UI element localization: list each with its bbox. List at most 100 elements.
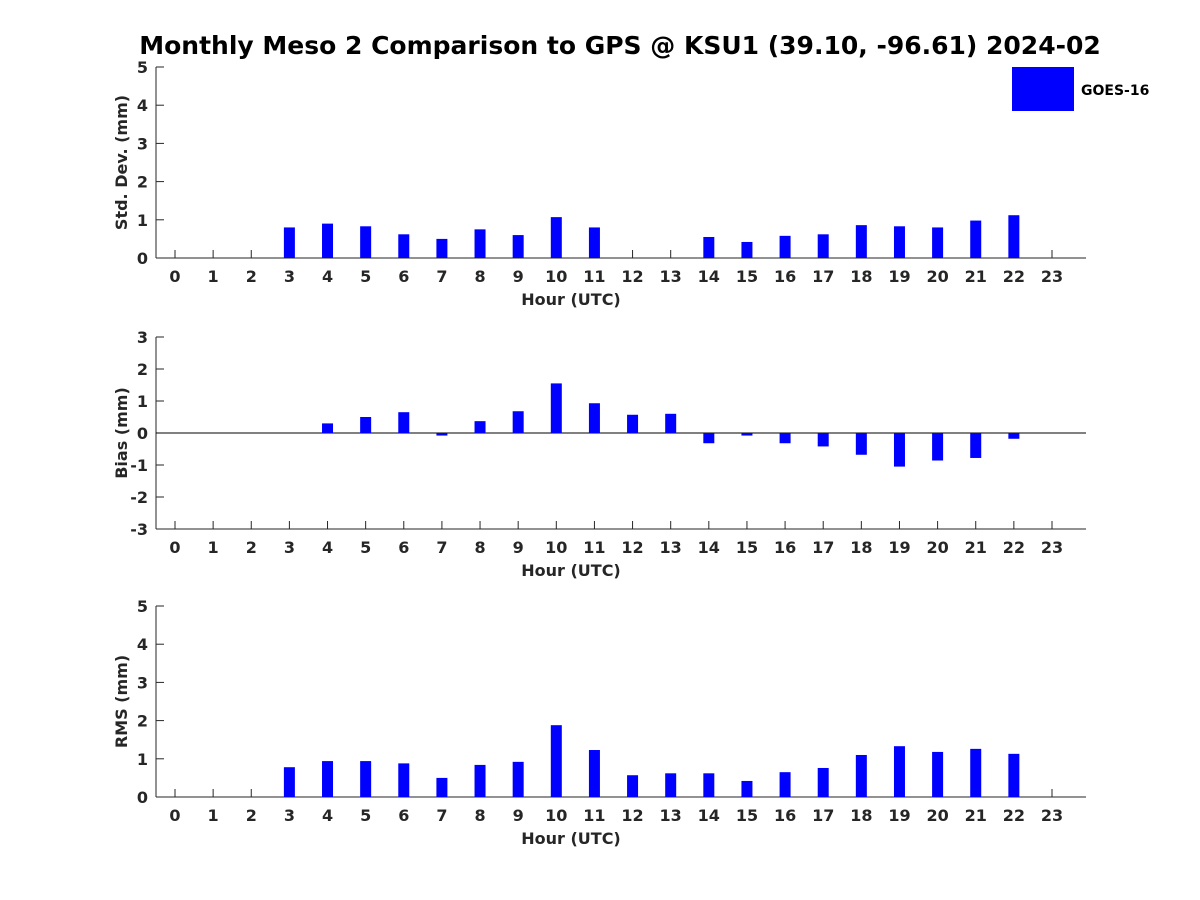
x-tick-label: 14 — [698, 806, 720, 825]
x-tick-label: 16 — [774, 267, 796, 286]
bar — [550, 725, 562, 797]
y-tick-label: 0 — [137, 788, 148, 807]
x-tick-label: 20 — [926, 538, 948, 557]
x-tick-label: 17 — [812, 267, 834, 286]
bar — [512, 761, 524, 797]
x-tick-label: 18 — [850, 538, 872, 557]
bar — [741, 780, 753, 797]
bar — [322, 761, 334, 797]
bar — [779, 235, 791, 258]
x-tick-label: 19 — [888, 267, 910, 286]
y-tick-label: 4 — [137, 635, 148, 654]
bar — [588, 227, 600, 258]
x-tick-label: 16 — [774, 806, 796, 825]
x-tick-label: 19 — [888, 806, 910, 825]
bar — [932, 433, 944, 461]
y-tick-label: 1 — [137, 211, 148, 230]
x-tick-label: 2 — [246, 267, 257, 286]
y-tick-label: 5 — [137, 597, 148, 616]
x-tick-label: 4 — [322, 806, 333, 825]
x-tick-label: 21 — [965, 538, 987, 557]
x-tick-label: 0 — [169, 267, 180, 286]
x-tick-label: 3 — [284, 267, 295, 286]
bar — [932, 751, 944, 797]
x-tick-label: 7 — [436, 806, 447, 825]
y-tick-label: 2 — [137, 712, 148, 731]
x-tick-label: 13 — [660, 267, 682, 286]
bar — [970, 220, 982, 258]
bar — [436, 238, 448, 258]
bar — [703, 236, 715, 258]
y-tick-label: 0 — [137, 249, 148, 268]
x-tick-label: 20 — [926, 806, 948, 825]
x-tick-label: 10 — [545, 267, 567, 286]
bar — [283, 227, 295, 258]
x-tick-label: 18 — [850, 806, 872, 825]
bar — [817, 433, 829, 447]
x-tick-label: 5 — [360, 267, 371, 286]
bar — [779, 433, 791, 444]
y-tick-label: 2 — [137, 360, 148, 379]
bar — [893, 746, 905, 797]
x-tick-label: 1 — [208, 806, 219, 825]
x-tick-label: 21 — [965, 267, 987, 286]
x-tick-label: 22 — [1003, 538, 1025, 557]
y-tick-label: 5 — [137, 58, 148, 77]
bar — [970, 748, 982, 797]
y-tick-label: 3 — [137, 673, 148, 692]
x-tick-label: 15 — [736, 806, 758, 825]
y-tick-label: 0 — [137, 424, 148, 443]
x-tick-label: 12 — [621, 538, 643, 557]
chart-title: Monthly Meso 2 Comparison to GPS @ KSU1 … — [139, 31, 1101, 60]
x-tick-label: 12 — [621, 806, 643, 825]
x-tick-label: 16 — [774, 538, 796, 557]
bar — [1008, 215, 1020, 258]
x-tick-label: 11 — [583, 267, 605, 286]
bar — [360, 226, 372, 258]
bar — [474, 764, 486, 797]
x-tick-label: 23 — [1041, 267, 1063, 286]
bar — [855, 433, 867, 455]
x-tick-label: 14 — [698, 267, 720, 286]
x-tick-label: 13 — [660, 538, 682, 557]
y-tick-label: 1 — [137, 392, 148, 411]
x-tick-label: 15 — [736, 538, 758, 557]
bar — [512, 235, 524, 258]
y-axis-label: Std. Dev. (mm) — [112, 95, 131, 230]
y-axis-label: RMS (mm) — [112, 655, 131, 748]
x-tick-label: 8 — [474, 267, 485, 286]
x-tick-label: 0 — [169, 806, 180, 825]
x-tick-label: 12 — [621, 267, 643, 286]
y-tick-label: 3 — [137, 328, 148, 347]
bar — [550, 383, 562, 433]
bar — [741, 241, 753, 258]
bar — [703, 433, 715, 444]
x-tick-label: 5 — [360, 538, 371, 557]
bar — [627, 414, 639, 433]
y-tick-label: -1 — [130, 456, 148, 475]
bar — [665, 413, 677, 433]
y-axis-label: Bias (mm) — [112, 387, 131, 479]
x-tick-label: 17 — [812, 538, 834, 557]
x-tick-label: 6 — [398, 267, 409, 286]
x-axis-label: Hour (UTC) — [521, 290, 621, 309]
x-tick-label: 2 — [246, 806, 257, 825]
bar — [436, 433, 448, 436]
x-tick-label: 11 — [583, 806, 605, 825]
bar — [970, 433, 982, 458]
x-tick-label: 18 — [850, 267, 872, 286]
bar — [588, 403, 600, 433]
x-tick-label: 10 — [545, 806, 567, 825]
bar — [474, 229, 486, 258]
bar — [817, 234, 829, 258]
bar — [512, 411, 524, 433]
x-tick-label: 6 — [398, 538, 409, 557]
x-tick-label: 13 — [660, 806, 682, 825]
x-tick-label: 2 — [246, 538, 257, 557]
x-tick-label: 1 — [208, 267, 219, 286]
y-tick-label: -3 — [130, 520, 148, 539]
